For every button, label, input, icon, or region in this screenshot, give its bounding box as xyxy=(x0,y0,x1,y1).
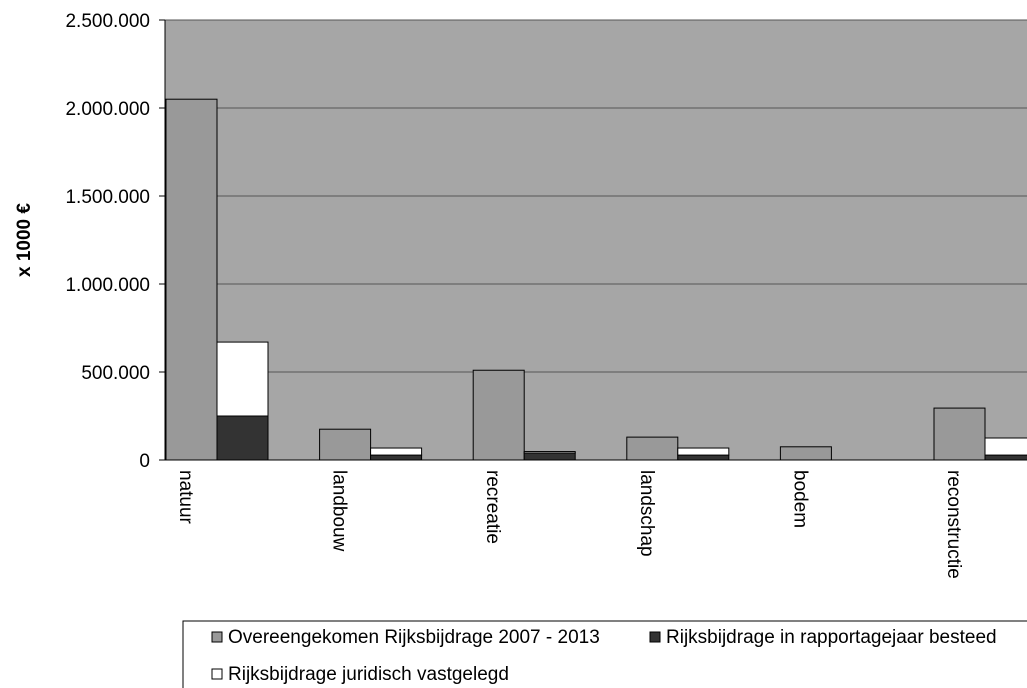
bar xyxy=(779,446,832,461)
x-tick-label: reconstructie xyxy=(943,470,964,579)
bar xyxy=(933,407,986,461)
bar xyxy=(216,341,269,417)
legend-label: Overeengekomen Rijksbijdrage 2007 - 2013 xyxy=(228,627,600,648)
legend-label: Rijksbijdrage juridisch vastgelegd xyxy=(228,664,509,685)
y-tick-label: 2.500.000 xyxy=(65,11,150,32)
bar xyxy=(472,369,525,461)
bar xyxy=(677,454,730,461)
x-tick-label: landbouw xyxy=(329,470,350,552)
legend-label: Rijksbijdrage in rapportagejaar besteed xyxy=(666,627,997,648)
legend-swatch xyxy=(211,668,223,680)
y-tick-label: 500.000 xyxy=(81,363,150,384)
legend-swatch xyxy=(211,631,223,643)
legend-swatch xyxy=(649,631,661,643)
x-tick-label: natuur xyxy=(175,470,196,525)
x-tick-label: landschap xyxy=(636,470,657,557)
x-tick-label: bodem xyxy=(789,470,810,528)
bar xyxy=(984,437,1027,456)
y-tick-label: 1.500.000 xyxy=(65,187,150,208)
plot-area xyxy=(165,20,1027,460)
bar xyxy=(165,98,218,461)
bar xyxy=(523,451,576,454)
legend-box xyxy=(182,620,1027,688)
y-tick-label: 2.000.000 xyxy=(65,99,150,120)
bar xyxy=(216,415,269,461)
bar xyxy=(370,447,423,456)
bar xyxy=(677,447,730,456)
y-tick-label: 0 xyxy=(139,451,150,472)
bar xyxy=(319,428,372,461)
bar xyxy=(370,454,423,461)
bar xyxy=(626,436,679,461)
y-axis-label: x 1000 € xyxy=(14,203,35,277)
bar xyxy=(523,452,576,461)
x-tick-label: recreatie xyxy=(482,470,503,544)
y-tick-label: 1.000.000 xyxy=(65,275,150,296)
bar xyxy=(984,454,1027,461)
